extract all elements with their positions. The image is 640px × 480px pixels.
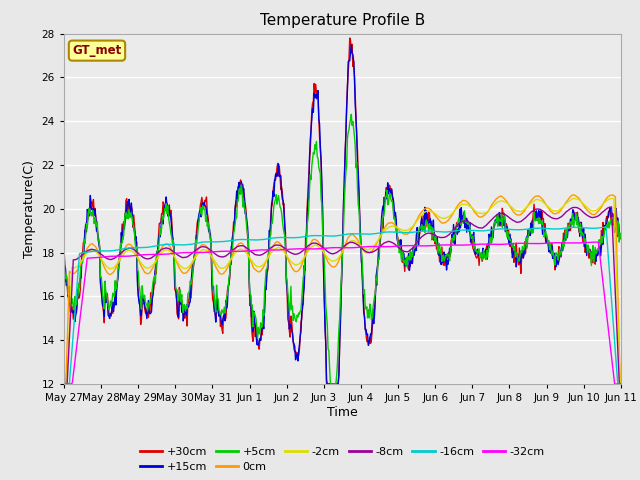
-16cm bbox=[617, 381, 625, 387]
Title: Temperature Profile B: Temperature Profile B bbox=[260, 13, 425, 28]
-8cm bbox=[410, 243, 418, 249]
-2cm bbox=[570, 195, 578, 201]
+15cm bbox=[214, 306, 221, 312]
+30cm bbox=[428, 237, 436, 243]
Text: GT_met: GT_met bbox=[72, 44, 122, 57]
-32cm bbox=[214, 249, 221, 254]
0cm bbox=[426, 206, 434, 212]
+5cm bbox=[60, 256, 68, 262]
-32cm bbox=[592, 239, 600, 245]
+15cm bbox=[127, 200, 135, 206]
-2cm bbox=[70, 265, 78, 271]
0cm bbox=[70, 270, 78, 276]
+5cm bbox=[127, 213, 135, 219]
-8cm bbox=[617, 381, 625, 387]
+30cm bbox=[127, 204, 135, 210]
Line: -2cm: -2cm bbox=[64, 198, 621, 384]
0cm bbox=[127, 242, 135, 248]
-16cm bbox=[127, 245, 135, 251]
-2cm bbox=[617, 381, 625, 387]
+15cm bbox=[323, 381, 331, 387]
Legend: +30cm, +15cm, +5cm, 0cm, -2cm, -8cm, -16cm, -32cm: +30cm, +15cm, +5cm, 0cm, -2cm, -8cm, -16… bbox=[136, 442, 549, 477]
+30cm bbox=[323, 381, 330, 387]
-8cm bbox=[60, 381, 68, 387]
Line: -16cm: -16cm bbox=[64, 227, 621, 384]
-2cm bbox=[127, 248, 135, 254]
+30cm bbox=[214, 295, 221, 301]
Line: -32cm: -32cm bbox=[64, 242, 621, 384]
-16cm bbox=[602, 224, 610, 230]
-32cm bbox=[617, 381, 625, 387]
-2cm bbox=[60, 381, 68, 387]
+5cm bbox=[412, 243, 419, 249]
+5cm bbox=[70, 307, 78, 312]
-32cm bbox=[127, 253, 135, 259]
0cm bbox=[617, 381, 625, 387]
0cm bbox=[184, 268, 192, 274]
+30cm bbox=[617, 236, 625, 241]
-32cm bbox=[184, 250, 192, 255]
+5cm bbox=[184, 290, 192, 296]
0cm bbox=[410, 222, 418, 228]
+15cm bbox=[70, 308, 78, 314]
+15cm bbox=[617, 233, 625, 239]
Line: -8cm: -8cm bbox=[64, 207, 621, 384]
0cm bbox=[60, 381, 68, 387]
-2cm bbox=[410, 222, 418, 228]
Line: +5cm: +5cm bbox=[64, 114, 621, 384]
-8cm bbox=[184, 253, 192, 259]
-16cm bbox=[70, 321, 78, 326]
-32cm bbox=[410, 243, 418, 249]
-8cm bbox=[607, 204, 615, 210]
Line: +30cm: +30cm bbox=[64, 38, 621, 384]
Line: 0cm: 0cm bbox=[64, 195, 621, 384]
+15cm bbox=[348, 42, 355, 48]
-8cm bbox=[214, 252, 221, 258]
-16cm bbox=[410, 229, 418, 235]
-8cm bbox=[426, 230, 434, 236]
X-axis label: Time: Time bbox=[327, 406, 358, 419]
-8cm bbox=[70, 257, 78, 263]
+5cm bbox=[348, 111, 355, 117]
Line: +15cm: +15cm bbox=[64, 45, 621, 384]
-16cm bbox=[60, 381, 68, 387]
-16cm bbox=[426, 228, 434, 234]
0cm bbox=[569, 192, 577, 198]
+15cm bbox=[60, 264, 68, 269]
-2cm bbox=[214, 262, 221, 268]
-32cm bbox=[426, 243, 434, 249]
+30cm bbox=[412, 242, 419, 248]
+5cm bbox=[214, 295, 221, 301]
+30cm bbox=[184, 297, 192, 302]
+30cm bbox=[346, 35, 353, 41]
-32cm bbox=[60, 381, 68, 387]
+5cm bbox=[428, 236, 436, 242]
+5cm bbox=[617, 235, 625, 241]
-16cm bbox=[214, 239, 221, 245]
+5cm bbox=[327, 381, 335, 387]
Y-axis label: Temperature(C): Temperature(C) bbox=[23, 160, 36, 258]
+30cm bbox=[60, 249, 68, 255]
-16cm bbox=[184, 241, 192, 247]
+30cm bbox=[70, 305, 78, 311]
-2cm bbox=[184, 264, 192, 270]
0cm bbox=[214, 267, 221, 273]
-32cm bbox=[70, 365, 78, 371]
-8cm bbox=[127, 245, 135, 251]
+15cm bbox=[184, 304, 192, 310]
+15cm bbox=[412, 242, 419, 248]
-2cm bbox=[426, 208, 434, 214]
+15cm bbox=[428, 223, 436, 229]
